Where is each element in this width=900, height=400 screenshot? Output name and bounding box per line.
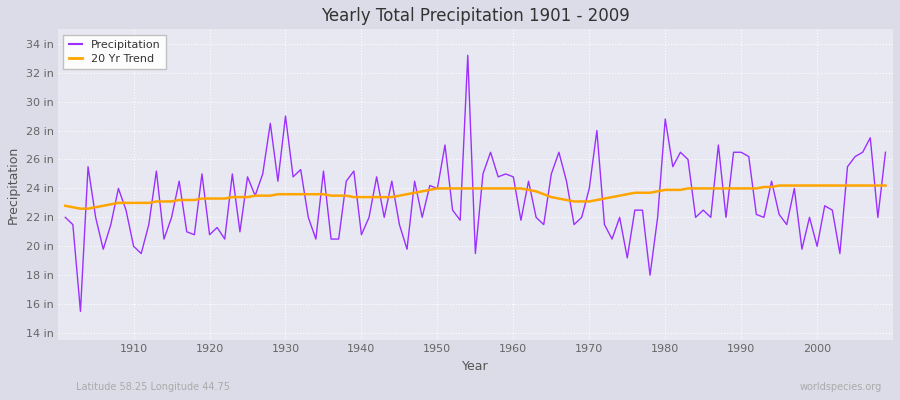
Title: Yearly Total Precipitation 1901 - 2009: Yearly Total Precipitation 1901 - 2009	[321, 7, 630, 25]
Y-axis label: Precipitation: Precipitation	[7, 146, 20, 224]
Text: Latitude 58.25 Longitude 44.75: Latitude 58.25 Longitude 44.75	[76, 382, 230, 392]
X-axis label: Year: Year	[462, 360, 489, 373]
Legend: Precipitation, 20 Yr Trend: Precipitation, 20 Yr Trend	[63, 35, 166, 70]
Text: worldspecies.org: worldspecies.org	[800, 382, 882, 392]
